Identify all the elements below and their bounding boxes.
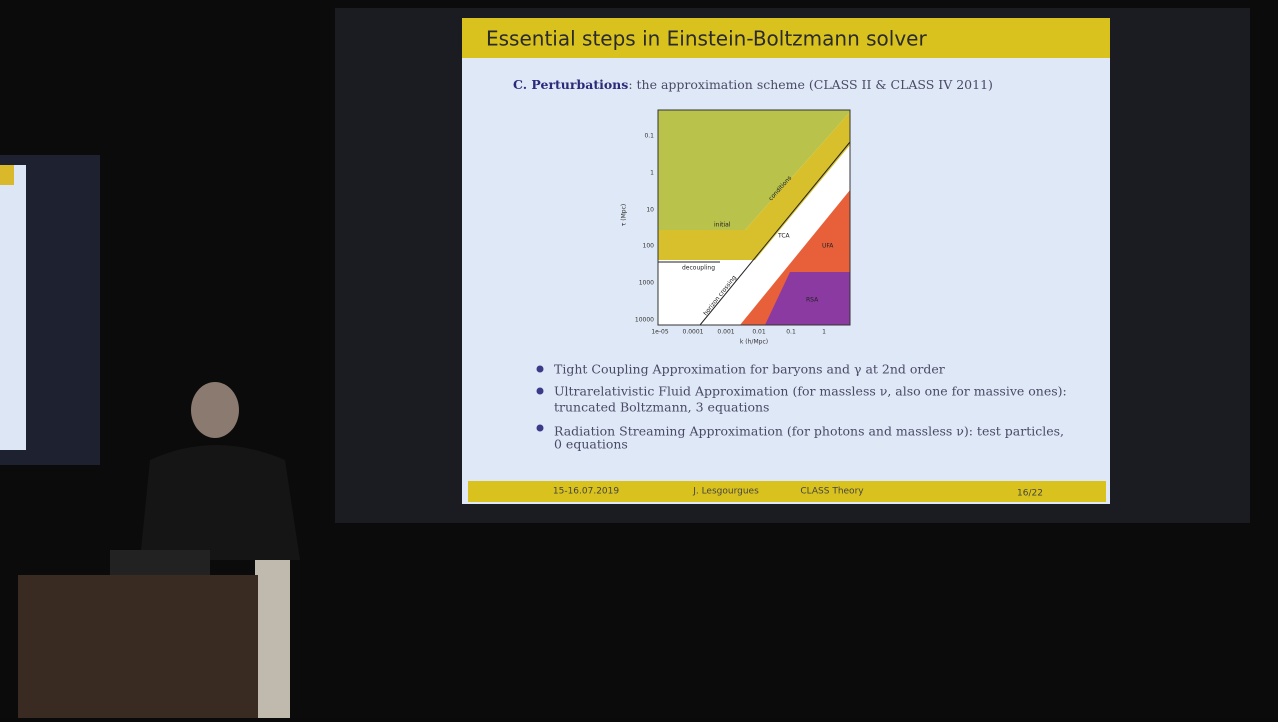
shirt <box>140 445 300 560</box>
laptop <box>110 550 210 575</box>
heading: C. Perturbations: the approximation sche… <box>513 77 993 92</box>
trousers <box>255 560 290 718</box>
heading-rest: : the approximation scheme (CLASS II & C… <box>628 77 993 92</box>
x-tick: 1e-05 <box>651 329 668 336</box>
y-tick: 1 <box>650 170 654 177</box>
head <box>191 382 239 438</box>
y-tick: 1000 <box>639 280 654 287</box>
podium <box>18 575 258 718</box>
footer-date: 15-16.07.2019 <box>553 487 620 497</box>
region-label: initial <box>714 222 731 229</box>
x-tick: 0.01 <box>752 329 766 336</box>
x-label: k (h/Mpc) <box>740 339 768 346</box>
y-tick: 0.1 <box>644 133 654 140</box>
region-label: RSA <box>806 297 819 304</box>
slide-title: Essential steps in Einstein-Boltzmann so… <box>486 27 927 51</box>
region-initial <box>658 110 850 230</box>
bullet-text: 0 equations <box>554 437 628 452</box>
plot-frame <box>657 109 851 326</box>
y-tick: 10000 <box>635 317 654 324</box>
side-slide <box>0 165 26 450</box>
y-tick: 100 <box>643 243 655 250</box>
bullet-text: truncated Boltzmann, 3 equations <box>554 400 769 415</box>
footer-author: J. Lesgourgues <box>692 487 759 497</box>
bullet-text: Tight Coupling Approximation for baryons… <box>554 362 945 377</box>
x-tick: 0.001 <box>717 329 734 336</box>
slide-footer <box>468 481 1106 502</box>
heading-bold: C. Perturbations <box>513 77 628 92</box>
bullet-text: Radiation Streaming Approximation (for p… <box>554 424 1064 439</box>
bullets: Tight Coupling Approximation for baryons… <box>536 362 1067 452</box>
x-tick: 0.1 <box>786 329 796 336</box>
horizon-line <box>699 141 851 326</box>
slide-header <box>462 18 1110 58</box>
y-label: τ (Mpc) <box>621 204 628 227</box>
speaker <box>140 382 300 718</box>
bullet-text: Ultrarelativistic Fluid Approximation (f… <box>554 384 1067 399</box>
region-label: decoupling <box>682 265 715 272</box>
footer-page: 16/22 <box>1017 489 1043 499</box>
footer-talk: CLASS Theory <box>800 487 864 497</box>
plot: 0.1 1 10 100 1000 10000 1e-05 0.0001 0.0… <box>621 109 851 346</box>
region-label: TCA <box>777 233 791 240</box>
bullet-dot <box>536 365 544 373</box>
region-tca <box>658 112 850 260</box>
bullet-dot <box>536 424 544 432</box>
side-slide-header <box>0 165 14 185</box>
region-rsa <box>765 272 850 325</box>
x-tick: 0.0001 <box>683 329 704 336</box>
y-tick: 10 <box>646 207 654 214</box>
region-label: UFA <box>822 243 834 250</box>
x-tick: 1 <box>822 329 826 336</box>
bullet-dot <box>536 387 544 395</box>
